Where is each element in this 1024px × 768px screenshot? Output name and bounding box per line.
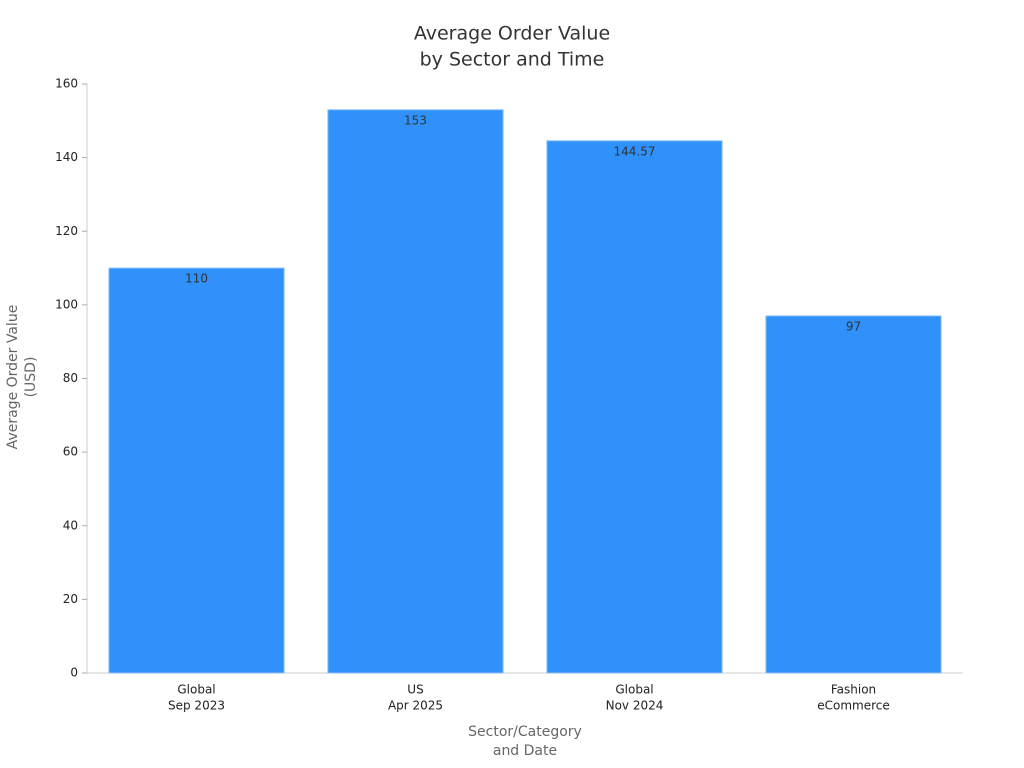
y-axis-title: (USD) [23, 357, 39, 398]
value-label: 144.57 [614, 144, 656, 158]
y-tick-label: 40 [63, 518, 78, 532]
y-tick-label: 120 [55, 224, 78, 238]
x-axis-title: and Date [493, 743, 557, 759]
x-tick-label: Global [177, 683, 215, 697]
y-tick-label: 60 [63, 445, 78, 459]
y-axis-title: Average Order Value [5, 305, 21, 450]
x-tick-label: Global [615, 683, 653, 697]
x-tick-label: eCommerce [817, 699, 890, 713]
y-tick-label: 160 [55, 77, 78, 91]
bar [327, 109, 504, 674]
value-label: 97 [846, 319, 861, 333]
y-tick-label: 100 [55, 297, 78, 311]
bar [765, 315, 942, 674]
x-tick-label: Nov 2024 [606, 699, 664, 713]
x-tick-label: Sep 2023 [168, 699, 225, 713]
x-axis-title: Sector/Category [468, 724, 582, 740]
chart-title: Average Order Value [414, 23, 610, 45]
y-tick-label: 80 [63, 371, 78, 385]
chart-title: by Sector and Time [420, 49, 605, 71]
y-tick-label: 140 [55, 150, 78, 164]
x-tick-label: Fashion [831, 683, 876, 697]
y-tick-label: 0 [70, 666, 78, 680]
value-label: 153 [404, 113, 427, 127]
x-tick-label: Apr 2025 [388, 699, 443, 713]
bar [108, 267, 285, 674]
x-tick-label: US [407, 683, 423, 697]
value-label: 110 [185, 272, 208, 286]
y-tick-label: 20 [63, 592, 78, 606]
bar [546, 140, 723, 674]
